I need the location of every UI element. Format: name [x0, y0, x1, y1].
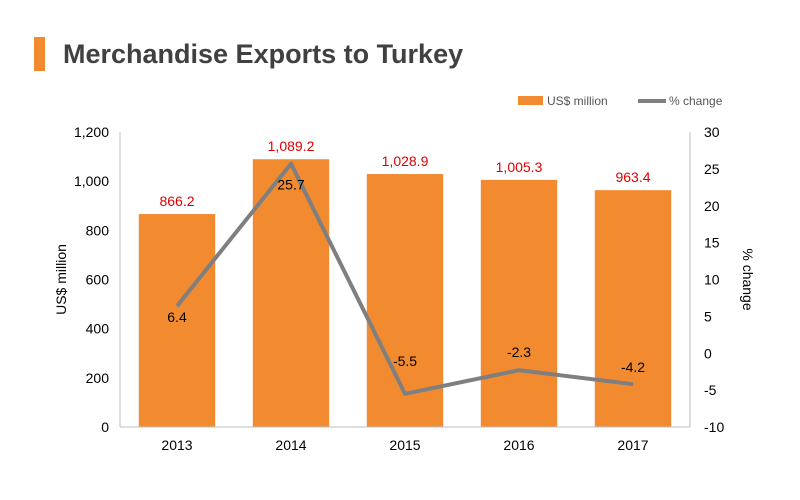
- bar-value-label: 1,028.9: [382, 153, 429, 169]
- legend-swatch-bars: [518, 96, 543, 105]
- chart-title: Merchandise Exports to Turkey: [63, 39, 464, 69]
- bar-2017: [594, 190, 672, 427]
- y-right-tick-label: 30: [704, 124, 720, 140]
- legend-label-line: % change: [669, 94, 723, 108]
- line-value-label: -2.3: [507, 344, 531, 360]
- line-value-label: -5.5: [393, 353, 417, 369]
- y-right-tick-label: 10: [704, 272, 720, 288]
- x-tick-label: 2015: [389, 437, 420, 453]
- line-value-label: -4.2: [621, 359, 645, 375]
- x-tick-label: 2014: [275, 437, 306, 453]
- y-right-tick-label: 15: [704, 235, 720, 251]
- y-axis-left-title: US$ million: [53, 244, 69, 315]
- y-left-tick-label: 1,000: [74, 173, 109, 189]
- y-left-tick-label: 400: [86, 321, 110, 337]
- y-right-tick-label: -10: [704, 419, 724, 435]
- y-right-tick-label: -5: [704, 382, 717, 398]
- bar-2013: [138, 214, 216, 427]
- line-series-pct-change: [175, 161, 634, 396]
- x-tick-label: 2013: [161, 437, 192, 453]
- bar-value-label: 866.2: [159, 193, 194, 209]
- y-left-tick-label: 1,200: [74, 124, 109, 140]
- title-accent-bar: [34, 37, 45, 71]
- x-tick-label: 2016: [503, 437, 534, 453]
- bar-value-label: 963.4: [615, 169, 650, 185]
- bar-value-label: 1,089.2: [268, 138, 315, 154]
- y-left-tick-label: 200: [86, 370, 110, 386]
- line-value-label: 25.7: [277, 177, 304, 193]
- bar-value-label: 1,005.3: [496, 159, 543, 175]
- y-right-tick-label: 0: [704, 345, 712, 361]
- y-left-tick-label: 800: [86, 222, 110, 238]
- y-left-tick-label: 600: [86, 272, 110, 288]
- bar-2014: [252, 159, 330, 427]
- y-right-tick-label: 25: [704, 161, 720, 177]
- y-right-tick-label: 5: [704, 308, 712, 324]
- y-right-tick-label: 20: [704, 198, 720, 214]
- bar-2016: [480, 179, 558, 427]
- y-axis-right-title: % change: [740, 248, 756, 310]
- line-value-label: 6.4: [167, 309, 187, 325]
- legend-label-bars: US$ million: [547, 94, 608, 108]
- bar-2015: [366, 174, 444, 427]
- x-tick-label: 2017: [617, 437, 648, 453]
- y-left-tick-label: 0: [101, 419, 109, 435]
